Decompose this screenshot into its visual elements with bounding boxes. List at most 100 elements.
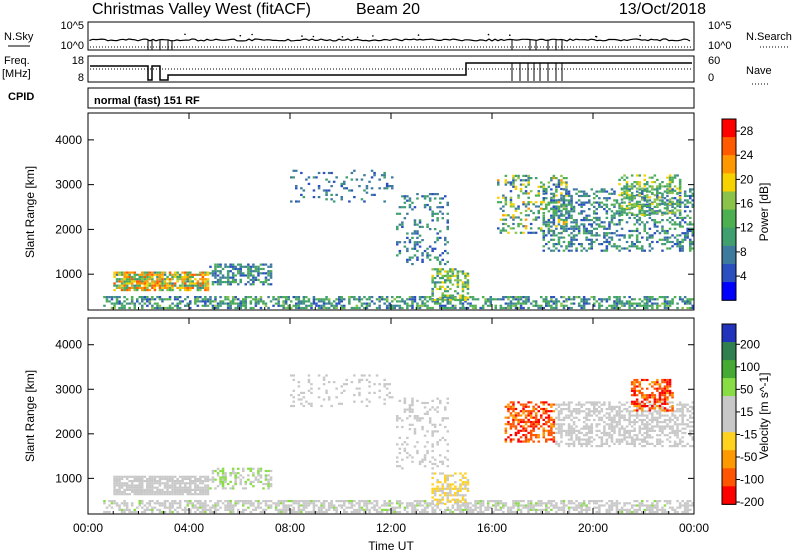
range-cell xyxy=(257,480,260,483)
range-cell xyxy=(363,174,366,177)
range-cell xyxy=(527,438,530,441)
range-cell xyxy=(638,504,642,507)
range-cell xyxy=(284,506,288,509)
range-cell xyxy=(189,302,192,305)
range-cell xyxy=(547,210,551,213)
range-cell xyxy=(284,300,288,303)
range-cell xyxy=(300,300,303,303)
range-cell xyxy=(514,187,518,191)
range-cell xyxy=(418,296,422,299)
range-cell xyxy=(411,508,414,511)
range-cell xyxy=(226,502,230,505)
range-cell xyxy=(219,483,222,486)
range-cell xyxy=(401,425,404,429)
range-cell xyxy=(618,431,621,435)
range-cell xyxy=(512,506,515,509)
range-cell xyxy=(305,506,308,509)
range-cell xyxy=(231,300,235,303)
range-cell xyxy=(302,189,306,192)
range-cell xyxy=(186,477,190,481)
range-cell xyxy=(479,506,482,509)
range-cell xyxy=(608,240,611,244)
range-cell xyxy=(168,477,172,481)
range-cell xyxy=(186,289,190,292)
range-cell xyxy=(332,200,336,203)
date-label: 13/Oct/2018 xyxy=(619,1,706,18)
range-cell xyxy=(658,500,662,503)
range-cell xyxy=(570,414,573,417)
range-cell xyxy=(173,480,177,483)
range-cell xyxy=(643,508,647,511)
range-cell xyxy=(555,243,558,246)
range-cell xyxy=(161,273,164,276)
range-cell xyxy=(534,201,538,204)
range-cell xyxy=(436,193,439,196)
range-cell xyxy=(194,488,197,491)
range-cell xyxy=(433,256,437,259)
range-cell xyxy=(499,229,503,232)
range-cell xyxy=(413,254,417,257)
range-cell xyxy=(534,304,538,307)
range-cell xyxy=(512,420,515,424)
range-cell xyxy=(509,414,513,417)
range-cell xyxy=(441,417,445,420)
range-cell xyxy=(560,209,563,212)
range-cell xyxy=(436,232,439,235)
range-cell xyxy=(575,504,578,507)
range-cell xyxy=(532,440,535,443)
range-cell xyxy=(297,200,301,203)
range-cell xyxy=(512,510,515,514)
range-cell xyxy=(234,306,237,310)
range-cell xyxy=(300,500,303,503)
range-cell xyxy=(171,486,174,489)
range-cell xyxy=(433,197,437,200)
range-cell xyxy=(456,281,460,284)
range-cell xyxy=(635,236,639,239)
range-cell xyxy=(224,476,227,479)
range-cell xyxy=(588,401,591,404)
range-cell xyxy=(625,194,629,197)
range-cell xyxy=(514,304,518,307)
range-cell xyxy=(158,508,162,511)
range-cell xyxy=(375,298,379,301)
range-cell xyxy=(588,500,591,503)
range-cell xyxy=(317,187,321,190)
range-cell xyxy=(269,469,273,473)
range-cell xyxy=(257,300,260,303)
range-cell xyxy=(451,283,455,286)
range-cell xyxy=(413,428,417,431)
range-cell xyxy=(141,306,144,310)
range-cell xyxy=(153,502,157,505)
range-cell xyxy=(582,203,586,206)
nsky-point xyxy=(312,35,315,38)
range-cell xyxy=(648,234,652,237)
range-cell xyxy=(244,502,248,505)
range-cell xyxy=(151,284,154,287)
range-cell xyxy=(146,488,149,491)
range-cell xyxy=(221,267,225,271)
range-cell xyxy=(320,502,323,505)
range-cell xyxy=(396,465,399,468)
range-cell xyxy=(247,296,250,299)
range-cell xyxy=(406,456,409,459)
range-cell xyxy=(264,302,268,305)
range-cell xyxy=(136,484,139,487)
range-cell xyxy=(550,434,553,437)
range-cell xyxy=(178,275,182,279)
range-cell xyxy=(648,196,652,199)
range-cell xyxy=(565,199,568,202)
range-cell xyxy=(681,306,684,310)
range-cell xyxy=(628,194,631,197)
range-cell xyxy=(166,506,169,509)
range-cell xyxy=(128,480,131,483)
range-cell xyxy=(560,427,563,430)
range-cell xyxy=(552,229,556,233)
range-cell xyxy=(148,500,152,503)
range-cell xyxy=(600,445,604,448)
range-cell xyxy=(380,298,384,301)
range-cell xyxy=(125,271,129,274)
range-cell xyxy=(403,241,407,244)
range-cell xyxy=(156,500,159,503)
range-cell xyxy=(312,508,316,511)
range-cell xyxy=(681,249,684,252)
